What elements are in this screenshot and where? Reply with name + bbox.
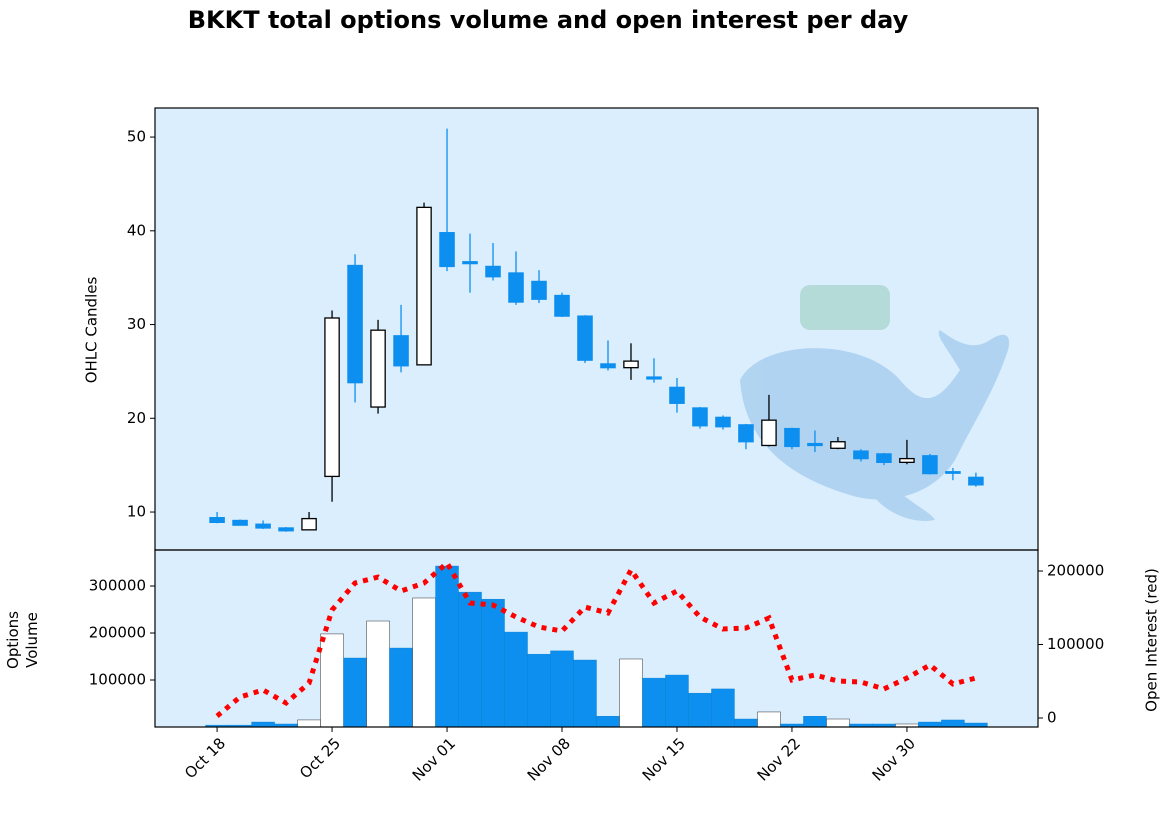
candle-body (784, 427, 800, 448)
volume-bar (826, 718, 850, 728)
x-tick-label: Nov 15 (639, 734, 689, 784)
candle-body (416, 206, 432, 366)
volume-bar (665, 674, 689, 728)
volume-bar (389, 647, 413, 728)
candle-body (830, 441, 846, 449)
volume-bar (251, 721, 275, 728)
candle-body (669, 386, 685, 404)
candle-body (531, 280, 547, 300)
volume-bar (343, 657, 367, 728)
volume-axis-label: OptionsVolume (4, 611, 41, 669)
x-tick-label: Nov 08 (524, 734, 574, 784)
x-tick-label: Nov 22 (754, 734, 804, 784)
volume-bar (550, 650, 574, 728)
volume-bar (458, 591, 482, 728)
candle-body (485, 265, 501, 278)
x-tick-label: Nov 01 (409, 734, 459, 784)
y2-axis-label: Open Interest (red) (1143, 568, 1161, 712)
y-axis-label: OHLC Candles (83, 277, 101, 384)
candle-body (761, 419, 777, 447)
candle-body (393, 335, 409, 367)
volume-frame (154, 549, 1039, 728)
candle-body (922, 455, 938, 475)
candle-body (209, 517, 225, 523)
volume-bar (941, 719, 965, 728)
volume-bar (366, 620, 390, 728)
y2-tick-label: 200000 (1047, 562, 1104, 580)
candle-body (968, 476, 984, 486)
volume-bar (435, 565, 459, 728)
candle-body (255, 523, 271, 529)
volume-bar (527, 653, 551, 728)
volume-bar (757, 711, 781, 728)
volume-tick-label: 300000 (89, 577, 146, 595)
volume-bar (734, 718, 758, 728)
candle-body (577, 315, 593, 361)
candle-body (462, 261, 478, 265)
whale-logo (740, 285, 1010, 521)
candle-body (278, 527, 294, 532)
candle-body (324, 317, 340, 478)
volume-bar (619, 658, 643, 728)
volume-bar (688, 692, 712, 728)
marks (205, 128, 988, 728)
y-tick-label: 50 (127, 128, 146, 146)
price-panel (155, 108, 1038, 550)
volume-tick-label: 100000 (89, 671, 146, 689)
candle-body (600, 363, 616, 369)
x-tick-label: Oct 25 (296, 734, 344, 782)
volume-bar (918, 721, 942, 728)
candle-body (370, 329, 386, 408)
candle-body (738, 424, 754, 443)
y2-tick-label: 100000 (1047, 635, 1104, 653)
candle-body (945, 471, 961, 474)
x-tick-label: Oct 18 (181, 734, 229, 782)
y2-tick-label: 0 (1047, 708, 1057, 726)
candle-body (692, 407, 708, 427)
volume-bar (297, 719, 321, 728)
volume-tick-label: 200000 (89, 624, 146, 642)
candle-body (301, 517, 317, 531)
y-tick-label: 40 (127, 221, 146, 239)
candle-body (347, 264, 363, 384)
candle-body (853, 450, 869, 460)
chart-title: BKKT total options volume and open inter… (188, 6, 909, 34)
candle-body (554, 294, 570, 317)
candle-body (439, 232, 455, 268)
candle-body (899, 457, 915, 463)
volume-bar (803, 715, 827, 728)
label-line: Options (4, 611, 22, 669)
candle-body (232, 519, 248, 526)
candle-body (715, 416, 731, 428)
volume-bar (711, 688, 735, 728)
candle-body (508, 272, 524, 303)
volume-bar (573, 659, 597, 728)
x-tick-label: Nov 30 (869, 734, 919, 784)
y-tick-label: 10 (127, 503, 146, 521)
candle-body (623, 360, 639, 369)
volume-bar (596, 715, 620, 728)
volume-bar (481, 598, 505, 728)
y-tick-label: 20 (127, 409, 146, 427)
volume-bar (412, 597, 436, 728)
candle-body (646, 376, 662, 380)
volume-bar (504, 631, 528, 728)
volume-bar (320, 633, 344, 728)
candle-body (876, 453, 892, 463)
y-tick-label: 30 (127, 315, 146, 333)
volume-bar (642, 677, 666, 728)
candle-body (807, 442, 823, 447)
label-line: Volume (23, 612, 41, 668)
